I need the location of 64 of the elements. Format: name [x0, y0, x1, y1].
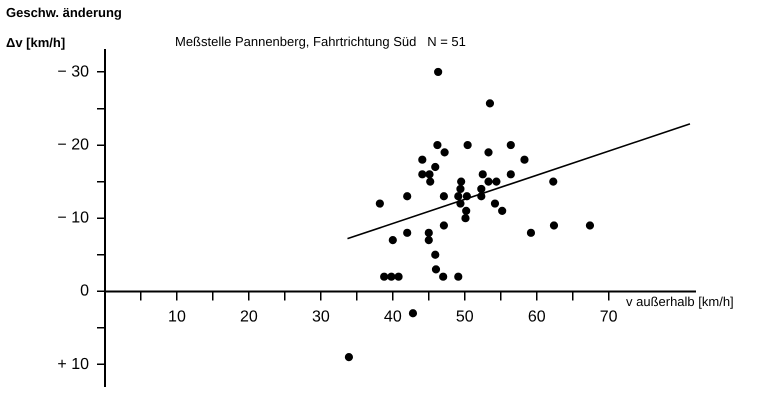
point — [456, 199, 465, 208]
point — [477, 184, 486, 194]
point — [464, 140, 472, 150]
point — [403, 192, 412, 200]
point — [461, 214, 470, 222]
point — [431, 162, 440, 172]
point — [478, 170, 487, 178]
point — [549, 178, 558, 186]
point — [426, 178, 434, 186]
point — [376, 199, 384, 208]
point — [462, 192, 472, 200]
point — [550, 221, 558, 230]
point — [456, 184, 465, 194]
point — [440, 221, 448, 230]
point — [490, 199, 500, 208]
x-tick-label: 70 — [600, 308, 618, 326]
point — [408, 309, 418, 318]
point — [388, 236, 397, 244]
point — [454, 272, 462, 281]
point — [440, 148, 449, 156]
point — [457, 178, 466, 186]
point — [439, 272, 448, 281]
x-tick-label: 10 — [168, 308, 186, 326]
point — [433, 140, 442, 150]
y-tick-label: 0 — [80, 282, 90, 300]
point — [462, 206, 470, 215]
point — [432, 265, 440, 274]
point — [418, 170, 426, 178]
point — [403, 228, 412, 237]
y-tick-label: − 30 — [57, 63, 90, 80]
y-tick-label: − 10 — [57, 210, 90, 227]
point — [418, 156, 426, 164]
point — [484, 178, 493, 186]
x-tick-label: 40 — [384, 308, 402, 326]
point — [454, 192, 462, 200]
point — [486, 99, 494, 108]
point — [424, 228, 433, 237]
x-tick-label: 30 — [312, 308, 330, 326]
y-axis-title: Geschw. änderung Δv [km/h] — [6, 4, 123, 52]
point — [425, 170, 434, 178]
point — [440, 192, 448, 200]
x-tick-label: 50 — [456, 308, 474, 326]
point — [506, 170, 515, 178]
point — [492, 178, 501, 186]
y-tick-label: − 20 — [57, 136, 90, 154]
point — [394, 272, 403, 281]
point — [431, 250, 440, 259]
point — [506, 140, 515, 150]
point — [434, 68, 442, 76]
point — [484, 148, 493, 156]
point — [387, 272, 396, 281]
x-axis-title: v außerhalb [km/h] — [626, 294, 734, 309]
point — [520, 156, 529, 164]
point — [344, 353, 354, 362]
point — [380, 272, 388, 281]
chart-title: Meßstelle Pannenberg, Fahrtrichtung Süd N = 51 — [175, 34, 466, 49]
x-tick-label: 60 — [528, 308, 546, 326]
x-tick-label: 20 — [240, 308, 258, 326]
y-tick-label: + 10 — [57, 356, 90, 373]
point — [424, 236, 433, 244]
point — [477, 192, 486, 200]
point — [526, 228, 536, 237]
point — [498, 206, 506, 215]
point — [586, 221, 594, 230]
